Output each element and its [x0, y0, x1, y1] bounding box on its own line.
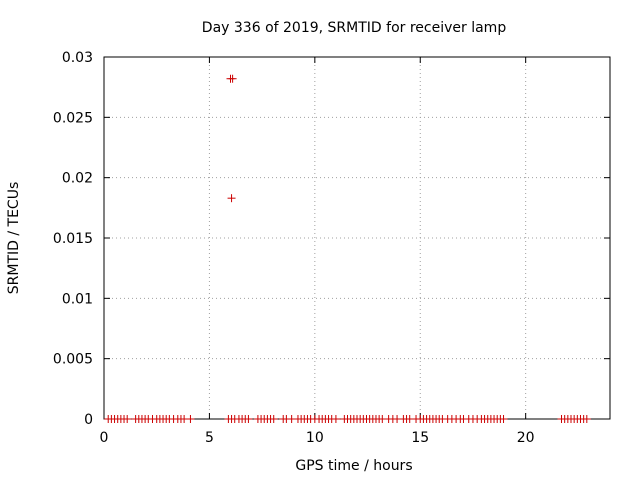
data-point: [582, 415, 591, 423]
data-point: [123, 415, 132, 423]
y-tick-label: 0.02: [62, 171, 93, 187]
y-tick-label: 0.005: [53, 352, 93, 368]
y-tick-label: 0.03: [62, 50, 93, 66]
x-axis-label: GPS time / hours: [295, 458, 412, 474]
x-tick-label: 5: [205, 430, 214, 446]
x-tick-label: 20: [517, 430, 535, 446]
chart-title: Day 336 of 2019, SRMTID for receiver lam…: [202, 20, 507, 36]
data-points: [104, 74, 591, 423]
y-tick-label: 0: [84, 412, 93, 428]
x-tick-label: 10: [306, 430, 324, 446]
grid-lines: [104, 57, 610, 419]
x-tick-label: 0: [100, 430, 109, 446]
data-point: [269, 415, 278, 423]
data-point: [227, 194, 236, 203]
y-tick-label: 0.025: [53, 110, 93, 126]
data-point: [499, 415, 508, 423]
y-tick-label: 0.015: [53, 231, 93, 247]
axis-ticks: 0 5 10 15 20 0 0.005 0.01 0.015 0.02 0.025 0.03: [53, 50, 610, 446]
y-tick-label: 0.01: [62, 291, 93, 307]
data-point: [331, 415, 340, 423]
x-tick-label: 15: [411, 430, 429, 446]
data-point: [186, 415, 195, 423]
data-point: [228, 74, 237, 83]
data-point: [244, 415, 253, 423]
y-axis-label: SRMTID / TECUs: [6, 182, 22, 295]
